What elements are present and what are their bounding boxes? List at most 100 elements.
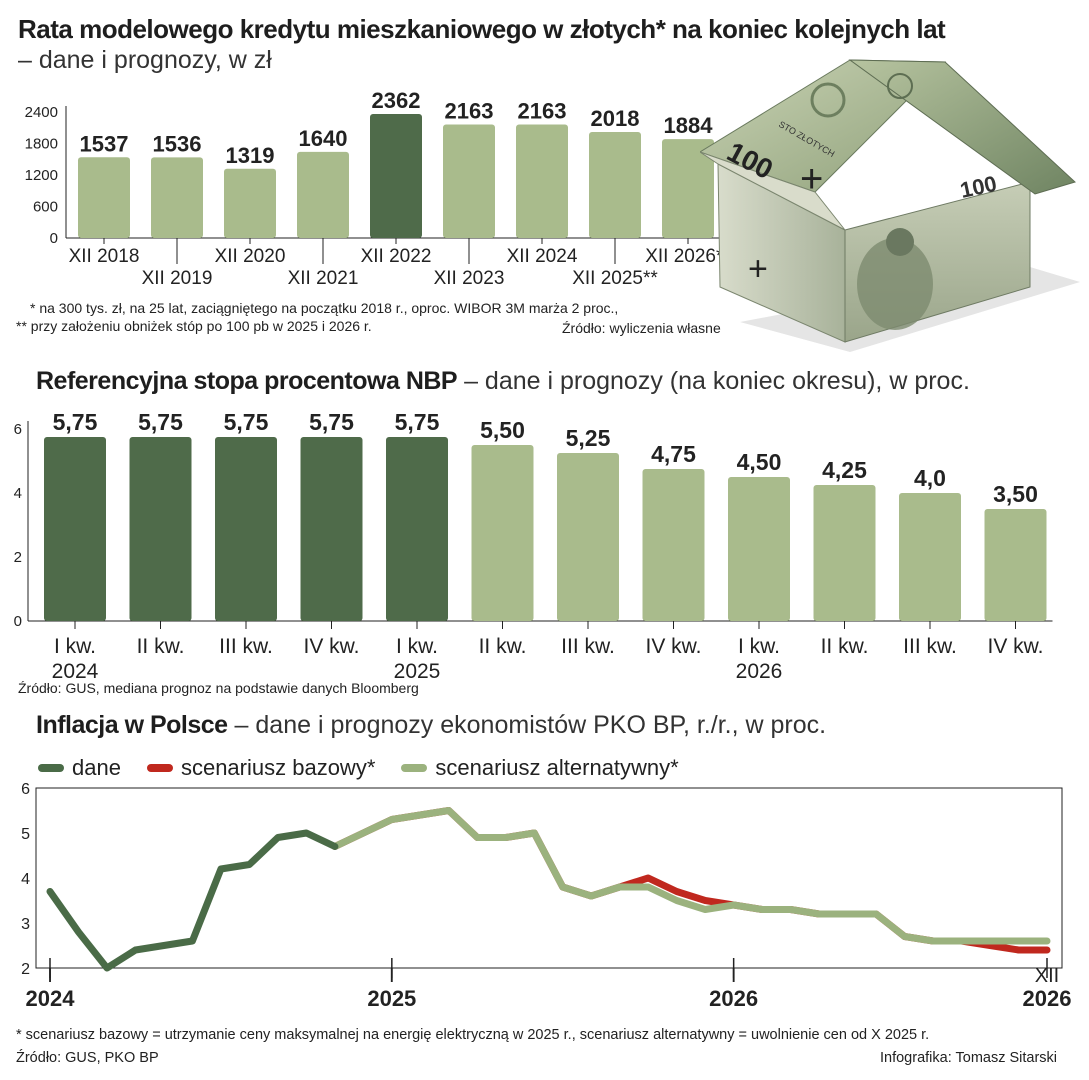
chart2-ytick-2: 4 (14, 485, 22, 502)
chart1-value-label-5: 2163 (445, 98, 494, 123)
chart1-value-label-8: 1884 (664, 113, 714, 138)
chart3-title: Inflacja w Polsce – dane i prognozy ekon… (36, 711, 826, 740)
chart1-title-text: Rata modelowego kredytu mieszkaniowego w… (18, 14, 946, 44)
chart3-subtitle: – dane i prognozy ekonomistów PKO BP, r.… (234, 711, 827, 739)
chart1-bar-7 (589, 132, 641, 238)
chart2-value-label-11: 3,50 (993, 481, 1038, 507)
chart2-xtick-label-7: IV kw. (645, 635, 701, 658)
chart1-xtick-label-7: XII 2025** (572, 268, 658, 289)
chart1-title: Rata modelowego kredytu mieszkaniowego w… (18, 14, 946, 45)
chart3-line-dane (46, 829, 339, 972)
banknote-house-illustration: 100 100 STO ZŁOTYCH + + (700, 59, 1080, 352)
legend-swatch-bazowy (146, 764, 173, 772)
chart2-value-label-7: 4,75 (651, 441, 696, 467)
chart1-value-label-1: 1536 (153, 131, 202, 156)
chart2-xtick-year-0: 2024 (52, 660, 99, 683)
chart3-xtick-top-2: I (731, 965, 737, 987)
chart2-value-label-1: 5,75 (138, 409, 183, 435)
chart2-bar-2 (215, 437, 277, 621)
chart2-bar-7 (642, 469, 705, 621)
chart1-value-label-6: 2163 (518, 98, 567, 123)
chart3-xtick-year-0: 2024 (26, 986, 76, 1011)
chart3-frame (35, 787, 1063, 969)
chart1-bar-0 (78, 157, 130, 238)
chart2-bar-10 (899, 493, 961, 621)
chart2-xtick-label-2: III kw. (219, 635, 273, 658)
chart1-note-2: ** przy założeniu obniżek stóp po 100 pb… (16, 318, 372, 334)
chart2-ytick-1: 2 (14, 549, 22, 566)
house-roof-right (848, 59, 1076, 195)
chart2-value-label-9: 4,25 (822, 457, 867, 483)
chart1-value-label-0: 1537 (80, 131, 129, 156)
chart3-ytick-4: 6 (21, 781, 30, 798)
chart2-xtick-year-8: 2026 (736, 660, 783, 683)
chart1-xtick-label-2: XII 2020 (215, 246, 286, 267)
chart3-source: Źródło: GUS, PKO BP (16, 1050, 159, 1066)
chart2-xtick-label-0: I kw. (54, 635, 96, 658)
chart2-bar-3 (300, 437, 363, 621)
chart1-value-label-7: 2018 (591, 106, 640, 131)
chart2-xtick-label-6: III kw. (561, 635, 615, 658)
house-roof-edge (700, 151, 846, 231)
chart2-subtitle: – dane i prognozy (na koniec okresu), w … (464, 367, 970, 395)
chart2-xtick-label-5: II kw. (479, 635, 527, 658)
chart1-bar-1 (151, 157, 203, 238)
chart2-xtick-label-9: II kw. (821, 635, 869, 658)
chart1-bar-5 (443, 124, 495, 238)
banknote-rosette (810, 82, 846, 118)
chart2-value-label-5: 5,50 (480, 417, 525, 443)
chart2-value-label-3: 5,75 (309, 409, 354, 435)
chart2-xtick-label-10: III kw. (903, 635, 957, 658)
chart1-xtick-label-4: XII 2022 (361, 246, 432, 267)
chart3-ytick-3: 5 (21, 826, 30, 843)
chart3-line-bazowy (331, 807, 1051, 954)
chart2-value-label-0: 5,75 (53, 409, 98, 435)
chart1-value-label-3: 1640 (299, 126, 348, 151)
chart2-value-label-8: 4,50 (737, 449, 782, 475)
portrait-shape (857, 238, 933, 330)
chart2-xtick-label-11: IV kw. (987, 635, 1043, 658)
banknote-plus-1: + (800, 157, 823, 201)
chart1-xtick-label-8: XII 2026** (645, 246, 731, 267)
chart1-xtick-label-1: XII 2019 (142, 268, 213, 289)
banknote-plus-2: + (748, 250, 768, 288)
chart2-value-label-10: 4,0 (914, 465, 946, 491)
chart1-xtick-label-0: XII 2018 (69, 246, 140, 267)
chart2-ytick-0: 0 (14, 613, 22, 630)
chart1-value-label-2: 1319 (226, 143, 275, 168)
chart3-ytick-0: 2 (21, 961, 30, 978)
chart3-line-alternatywny (331, 807, 1051, 945)
chart2-title: Referencyjna stopa procentowa NBP – dane… (36, 367, 970, 396)
chart1-bar-6 (516, 124, 568, 238)
chart1-note-1: * na 300 tys. zł, na 25 lat, zaciągnięte… (30, 300, 619, 316)
chart3-credit: Infografika: Tomasz Sitarski (880, 1050, 1058, 1066)
chart3-ytick-1: 3 (21, 916, 30, 933)
chart1-bar-2 (224, 168, 276, 238)
chart2-xtick-label-8: I kw. (738, 635, 780, 658)
chart3-xtick-top-3: XII (1035, 965, 1059, 987)
chart3-xtick-year-1: 2025 (367, 986, 416, 1011)
banknote-rosette-2 (887, 73, 913, 99)
chart3-title-text: Inflacja w Polsce (36, 711, 228, 739)
chart3-xtick-top-1: I (389, 965, 395, 987)
chart2-xtick-label-3: IV kw. (303, 635, 359, 658)
chart1-source: Źródło: wyliczenia własne (562, 320, 721, 336)
chart2-xtick-year-4: 2025 (394, 660, 441, 683)
chart1-xtick-label-6: XII 2024 (507, 246, 578, 267)
chart3-xtick-year-3: 2026 (1023, 986, 1072, 1011)
legend-swatch-alternatywny (401, 764, 428, 772)
chart1-ytick-0: 0 (50, 230, 58, 247)
legend-label-alternatywny: scenariusz alternatywny* (435, 755, 679, 780)
chart2-title-text: Referencyjna stopa procentowa NBP (36, 367, 458, 395)
chart3-ytick-2: 4 (21, 871, 30, 888)
legend-item-alternatywny: scenariusz alternatywny* (401, 755, 679, 781)
chart1-value-label-4: 2362 (372, 88, 421, 113)
chart1-xtick-label-3: XII 2021 (288, 268, 359, 289)
chart1-bar-8 (662, 139, 714, 238)
chart1-bar-4 (370, 113, 422, 238)
chart2-source: Źródło: GUS, mediana prognoz na podstawi… (18, 680, 419, 696)
chart2-bar-8 (728, 477, 790, 621)
chart2-xtick-label-1: II kw. (137, 635, 185, 658)
